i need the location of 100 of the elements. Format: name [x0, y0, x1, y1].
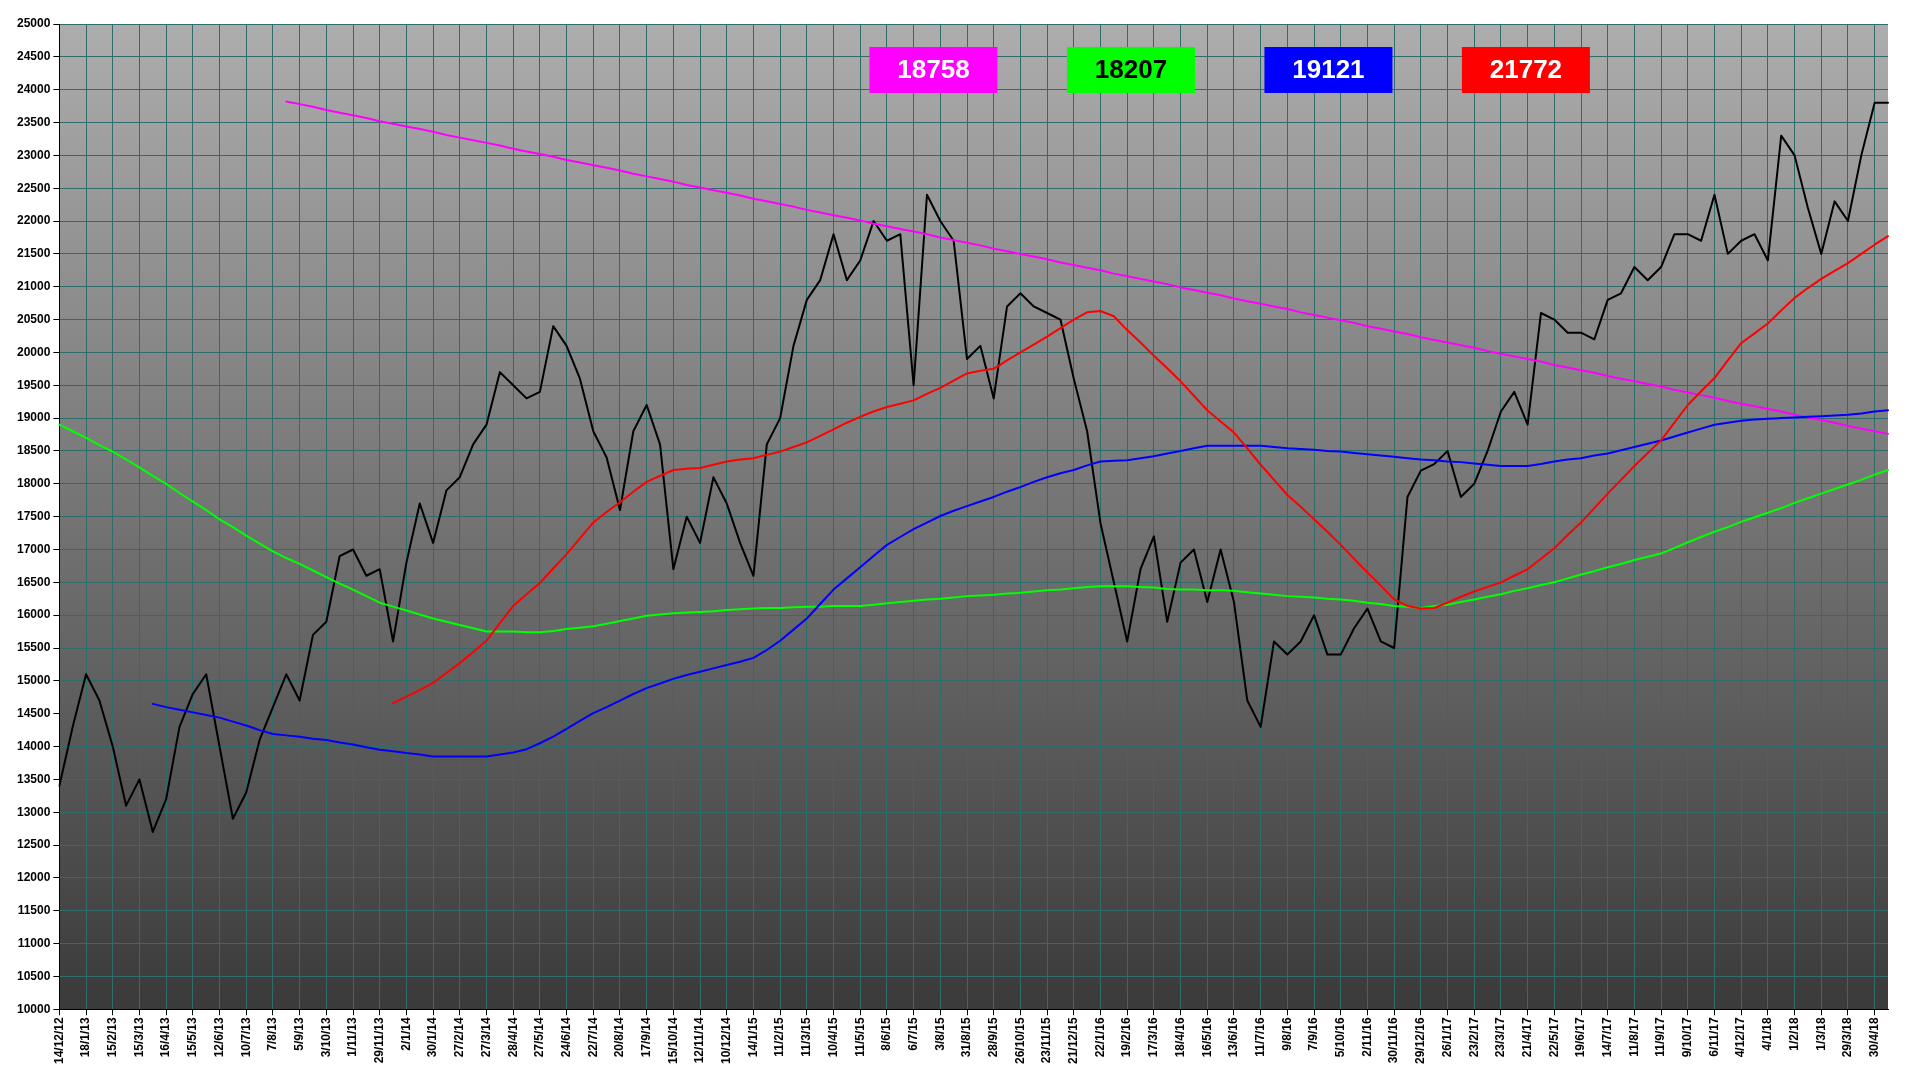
x-tick-label: 7/9/16: [1306, 1016, 1321, 1051]
x-tick-label: 15/10/14: [665, 1016, 680, 1065]
x-tick-label: 11/3/15: [799, 1016, 814, 1057]
x-tick-label: 29/12/16: [1413, 1016, 1428, 1065]
x-tick-label: 21/12/15: [1066, 1016, 1081, 1065]
x-tick-label: 4/12/17: [1733, 1016, 1748, 1058]
x-tick-label: 11/8/17: [1626, 1016, 1641, 1057]
y-tick-label: 15000: [16, 673, 51, 688]
x-tick-label: 4/1/18: [1760, 1016, 1775, 1051]
x-tick-label: 8/6/15: [879, 1016, 894, 1051]
y-tick-label: 14000: [16, 738, 51, 753]
x-tick-label: 19/6/17: [1573, 1016, 1588, 1058]
y-tick-label: 11500: [17, 903, 51, 918]
x-tick-label: 21/4/17: [1519, 1016, 1534, 1058]
x-tick-label: 3/8/15: [932, 1016, 947, 1051]
x-tick-label: 19/2/16: [1119, 1016, 1134, 1058]
x-tick-label: 29/11/13: [372, 1016, 387, 1064]
x-tick-label: 22/7/14: [585, 1016, 600, 1058]
y-tick-label: 17500: [16, 508, 51, 523]
y-tick-label: 14500: [16, 706, 51, 721]
y-tick-label: 23000: [16, 147, 51, 162]
y-tick-label: 22500: [16, 180, 51, 195]
x-tick-label: 10/4/15: [825, 1016, 840, 1058]
x-tick-label: 6/7/15: [905, 1016, 920, 1051]
x-tick-label: 7/8/13: [265, 1016, 280, 1051]
y-tick-label: 12000: [16, 870, 51, 885]
x-tick-label: 18/1/13: [78, 1016, 93, 1058]
x-tick-label: 17/9/14: [638, 1016, 653, 1058]
x-tick-label: 29/3/18: [1840, 1016, 1855, 1058]
text: 18758: [897, 54, 970, 85]
x-tick-label: 16/5/16: [1199, 1016, 1214, 1058]
x-tick-label: 26/10/15: [1012, 1016, 1027, 1065]
x-tick-label: 14/1/15: [745, 1016, 760, 1058]
x-tick-label: 11/2/15: [772, 1016, 787, 1057]
x-tick-label: 13/6/16: [1226, 1016, 1241, 1058]
x-tick-label: 3/10/13: [318, 1016, 333, 1058]
y-tick-label: 10500: [16, 968, 51, 983]
x-tick-label: 30/1/14: [425, 1016, 440, 1058]
y-tick-label: 18000: [16, 476, 51, 491]
y-tick-label: 16500: [16, 574, 51, 589]
x-tick-label: 9/10/17: [1680, 1016, 1695, 1058]
y-tick-label: 15500: [16, 640, 51, 655]
x-tick-label: 28/9/15: [986, 1016, 1001, 1058]
text: 21772: [1489, 54, 1563, 85]
x-tick-label: 23/2/17: [1466, 1016, 1481, 1058]
x-tick-label: 5/10/16: [1333, 1016, 1348, 1058]
text: 18207: [1094, 54, 1168, 85]
x-tick-label: 23/11/15: [1039, 1016, 1054, 1064]
x-tick-label: 15/2/13: [105, 1016, 120, 1058]
y-tick-label: 10000: [16, 1001, 51, 1016]
y-tick-label: 11000: [17, 935, 51, 950]
x-tick-label: 10/7/13: [238, 1016, 253, 1058]
x-tick-label: 11/7/16: [1252, 1016, 1267, 1057]
y-tick-label: 16000: [16, 607, 51, 622]
y-tick-label: 23500: [16, 114, 51, 129]
x-tick-label: 1/2/18: [1786, 1016, 1801, 1051]
x-tick-label: 28/4/14: [505, 1016, 520, 1058]
x-tick-label: 2/1/14: [398, 1016, 413, 1051]
y-tick-label: 17000: [16, 541, 51, 556]
x-tick-label: 12/11/14: [692, 1016, 707, 1064]
x-tick-label: 27/5/14: [532, 1016, 547, 1058]
x-tick-label: 22/5/17: [1546, 1016, 1561, 1058]
x-tick-label: 14/7/17: [1600, 1016, 1615, 1058]
x-tick-label: 10/12/14: [719, 1016, 734, 1065]
y-tick-label: 22000: [16, 213, 51, 228]
x-tick-label: 14/12/12: [51, 1016, 66, 1065]
x-tick-label: 18/4/16: [1172, 1016, 1187, 1058]
x-tick-label: 5/9/13: [291, 1016, 306, 1051]
y-tick-label: 19500: [16, 377, 51, 392]
x-tick-label: 9/8/16: [1279, 1016, 1294, 1051]
x-tick-label: 26/1/17: [1439, 1016, 1454, 1058]
x-tick-label: 31/8/15: [959, 1016, 974, 1058]
x-tick-label: 2/11/16: [1359, 1016, 1374, 1057]
x-tick-label: 27/2/14: [452, 1016, 467, 1058]
x-tick-label: 6/11/17: [1706, 1016, 1721, 1057]
x-tick-label: 27/3/14: [478, 1016, 493, 1058]
x-tick-label: 20/8/14: [612, 1016, 627, 1058]
y-tick-label: 20000: [16, 344, 51, 359]
x-tick-label: 16/4/13: [158, 1016, 173, 1058]
x-tick-label: 12/6/13: [211, 1016, 226, 1058]
x-tick-label: 30/11/16: [1386, 1016, 1401, 1064]
y-tick-label: 20500: [16, 311, 51, 326]
text: 19121: [1292, 54, 1365, 85]
y-tick-label: 25000: [16, 16, 51, 31]
x-tick-label: 1/3/18: [1813, 1016, 1828, 1051]
y-tick-label: 24500: [16, 49, 51, 64]
x-tick-label: 15/3/13: [131, 1016, 146, 1058]
y-tick-label: 12500: [16, 837, 51, 852]
x-tick-label: 22/1/16: [1092, 1016, 1107, 1058]
x-tick-label: 24/6/14: [558, 1016, 573, 1058]
y-tick-label: 13500: [16, 771, 51, 786]
x-tick-label: 17/3/16: [1146, 1016, 1161, 1058]
x-tick-label: 23/3/17: [1493, 1016, 1508, 1058]
y-tick-label: 24000: [16, 82, 51, 96]
x-tick-label: 30/4/18: [1866, 1016, 1881, 1058]
x-tick-label: 11/9/17: [1653, 1016, 1668, 1057]
y-tick-label: 18500: [16, 443, 51, 458]
y-tick-label: 13000: [16, 804, 51, 819]
y-tick-label: 21500: [16, 246, 51, 261]
x-tick-label: 15/5/13: [185, 1016, 200, 1058]
